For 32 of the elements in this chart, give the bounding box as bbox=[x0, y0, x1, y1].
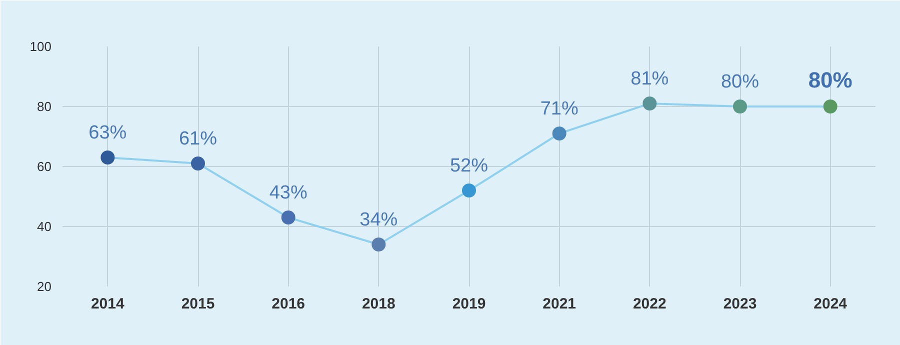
y-tick-label: 80 bbox=[37, 99, 52, 114]
y-tick-label: 60 bbox=[37, 159, 52, 174]
point bbox=[733, 100, 747, 114]
data-label: 80% bbox=[808, 68, 852, 92]
data-label: 43% bbox=[269, 182, 308, 204]
data-label: 63% bbox=[88, 122, 127, 144]
data-label: 81% bbox=[630, 68, 669, 90]
point bbox=[191, 156, 205, 170]
x-tick-label: 2014 bbox=[90, 296, 126, 312]
x-tick-label: 2022 bbox=[632, 296, 666, 312]
x-tick-label: 2024 bbox=[814, 296, 848, 312]
point bbox=[552, 126, 566, 140]
data-label: 80% bbox=[720, 72, 760, 92]
point bbox=[462, 184, 476, 198]
y-tick-label: 20 bbox=[37, 279, 52, 294]
point bbox=[372, 238, 386, 252]
x-tick-label: 2016 bbox=[272, 296, 306, 312]
data-label: 61% bbox=[178, 128, 218, 150]
data-label: 34% bbox=[360, 210, 398, 230]
data-label: 52% bbox=[450, 156, 488, 176]
x-tick-label: 2015 bbox=[181, 296, 215, 312]
point bbox=[642, 96, 657, 110]
x-tick-label: 2021 bbox=[542, 296, 576, 312]
y-tick-label: 100 bbox=[30, 39, 52, 54]
point bbox=[100, 150, 115, 164]
point bbox=[823, 100, 838, 114]
x-tick-label: 2019 bbox=[452, 296, 486, 312]
y-tick-label: 40 bbox=[37, 219, 52, 234]
point bbox=[281, 210, 296, 224]
data-label: 71% bbox=[540, 98, 578, 120]
x-tick-label: 2018 bbox=[362, 296, 396, 312]
x-tick-label: 2023 bbox=[723, 296, 757, 312]
